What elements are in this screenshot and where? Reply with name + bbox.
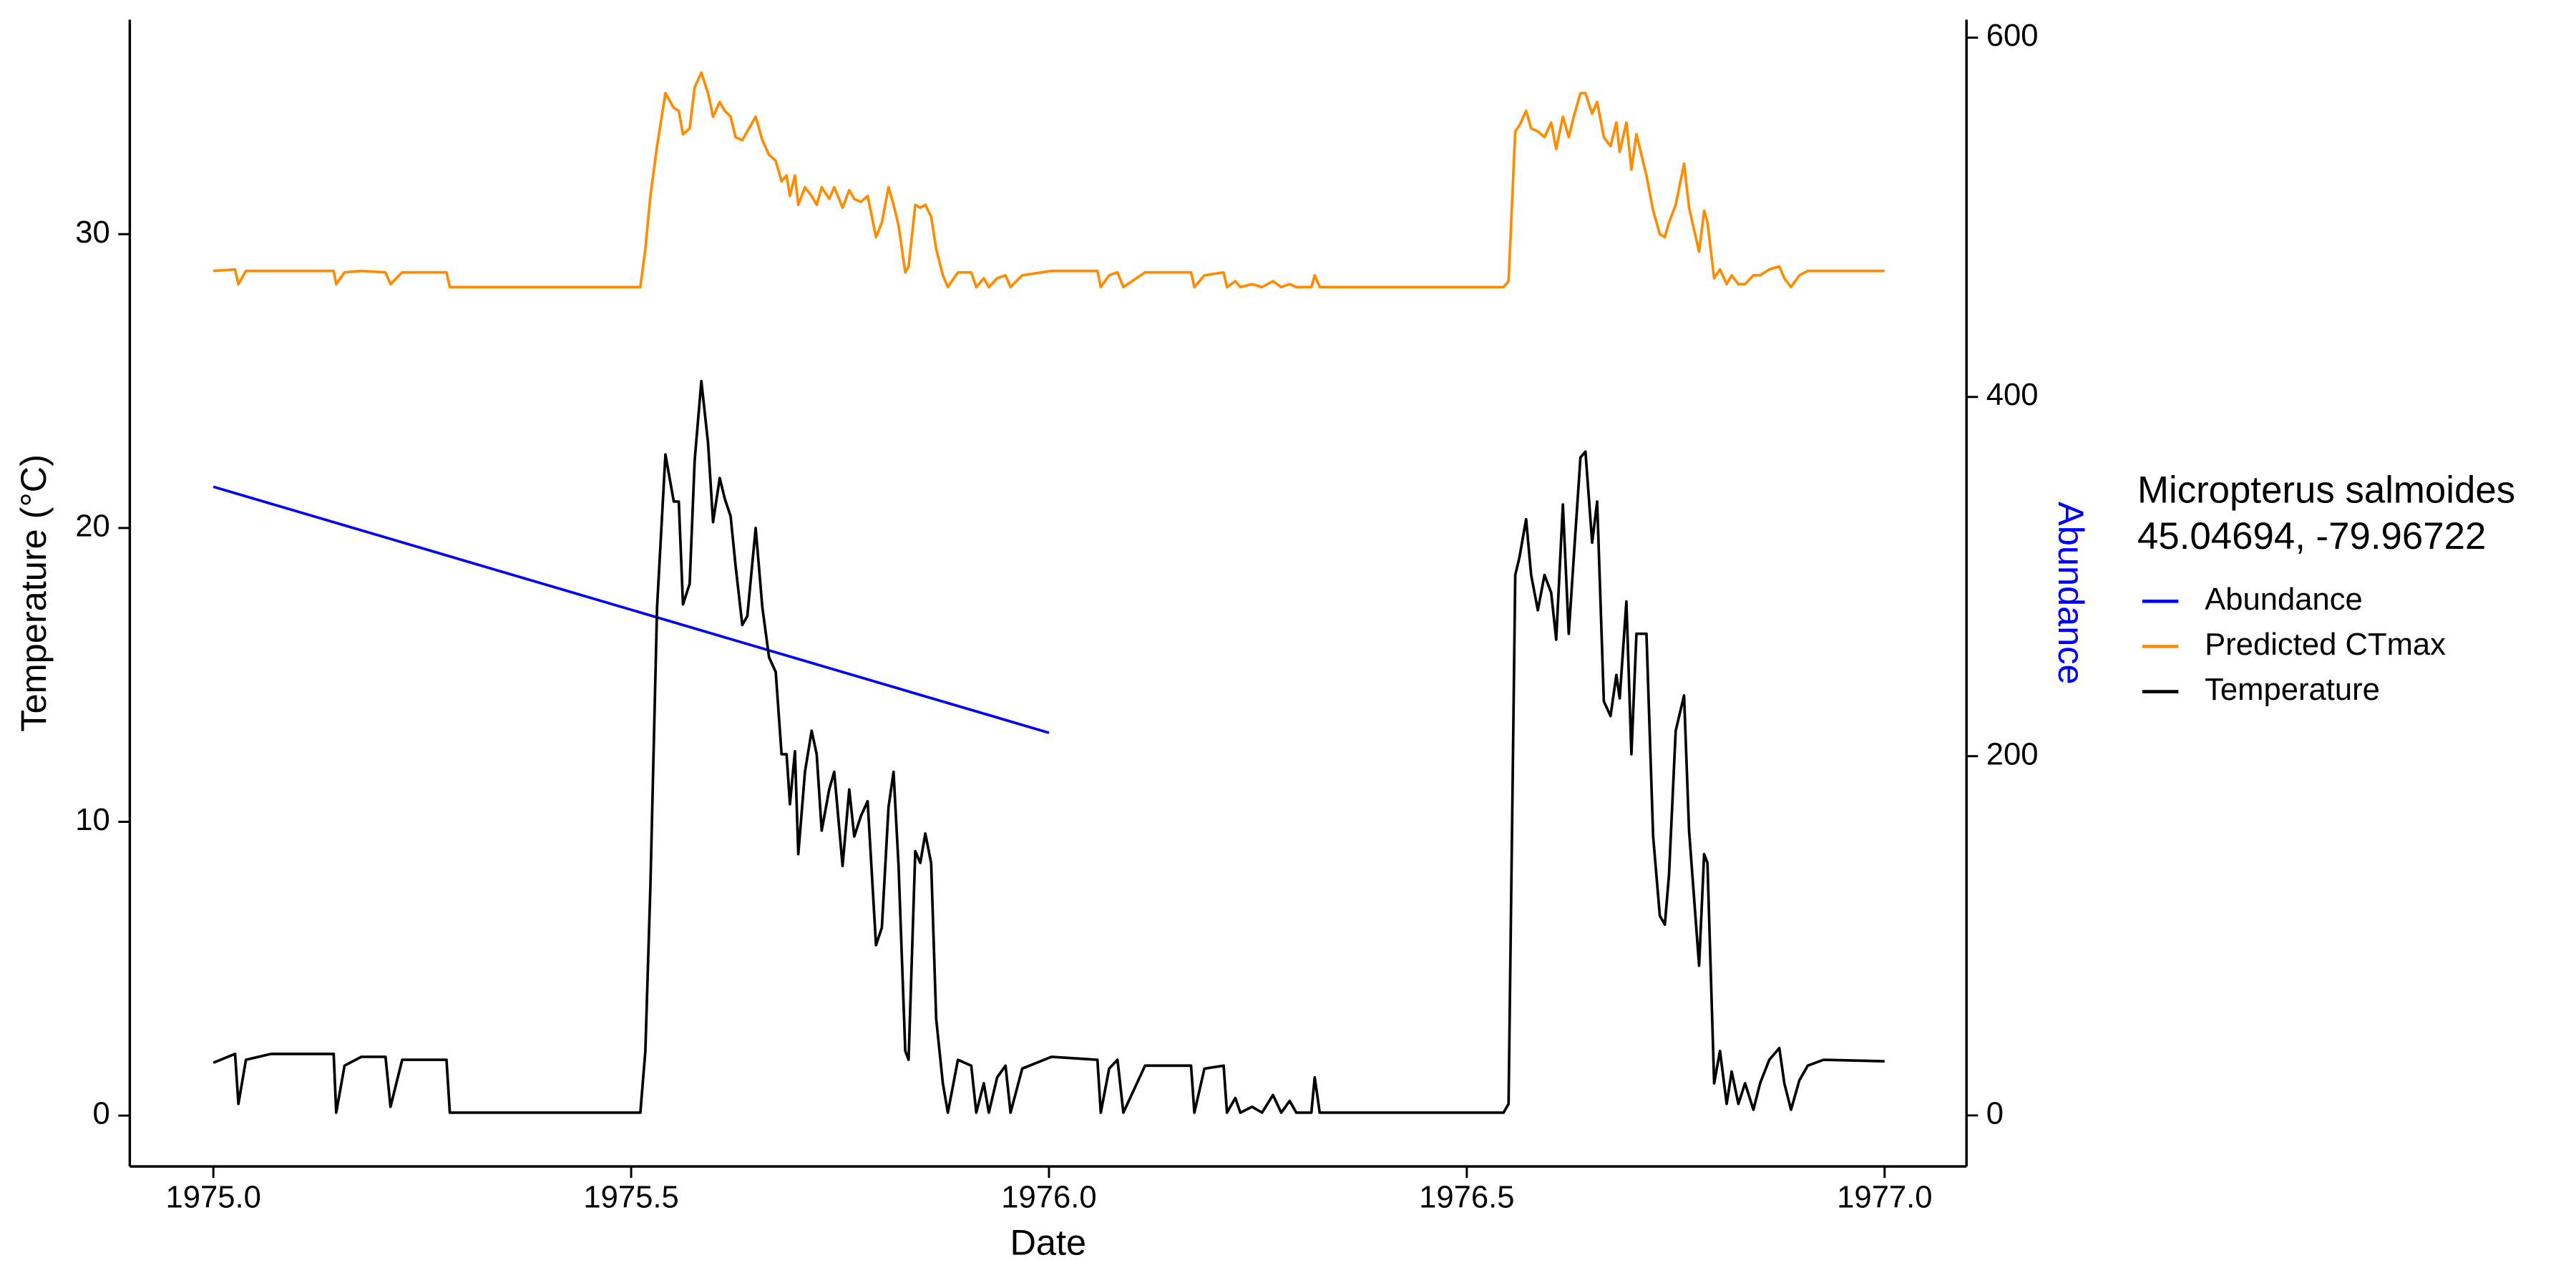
y-tick-label: 10 bbox=[75, 803, 110, 837]
y2-tick-label: 0 bbox=[1986, 1096, 2004, 1131]
legend-label: Predicted CTmax bbox=[2205, 628, 2446, 662]
x-tick-label: 1976.0 bbox=[1001, 1181, 1096, 1215]
legend-label: Abundance bbox=[2205, 582, 2363, 617]
legend-title: 45.04694, -79.96722 bbox=[2137, 515, 2486, 557]
y2-tick-label: 200 bbox=[1986, 737, 2039, 771]
y-tick-label: 30 bbox=[75, 215, 110, 250]
x-tick-label: 1976.5 bbox=[1419, 1181, 1514, 1215]
legend-title: Micropterus salmoides bbox=[2137, 469, 2515, 512]
y2-axis-title: Abundance bbox=[2051, 502, 2092, 685]
series-line bbox=[213, 71, 1885, 289]
y-axis-title: Temperature (°C) bbox=[13, 454, 54, 732]
series-line bbox=[213, 485, 1050, 734]
series-line bbox=[213, 379, 1885, 1114]
y-tick-label: 20 bbox=[75, 509, 110, 543]
x-tick-label: 1977.0 bbox=[1837, 1181, 1932, 1215]
y-tick-label: 0 bbox=[93, 1097, 110, 1131]
x-tick-label: 1975.0 bbox=[165, 1181, 260, 1215]
y2-tick-label: 400 bbox=[1986, 378, 2039, 412]
y2-tick-label: 600 bbox=[1986, 19, 2039, 53]
legend-label: Temperature bbox=[2205, 673, 2380, 707]
x-axis-title: Date bbox=[1010, 1222, 1086, 1263]
x-tick-label: 1975.5 bbox=[583, 1181, 678, 1215]
